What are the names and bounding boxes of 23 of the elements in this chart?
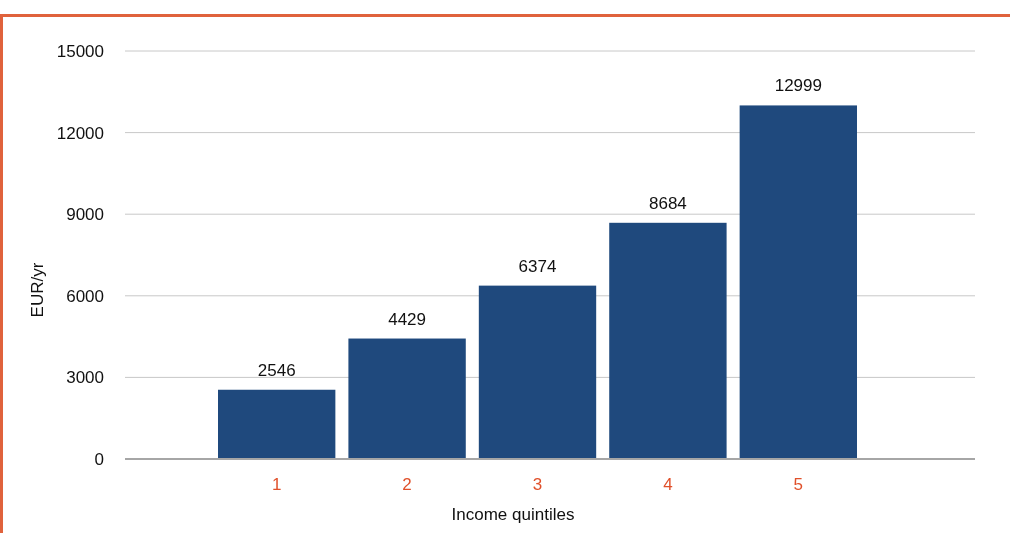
x-axis-title: Income quintiles — [451, 505, 575, 524]
data-label: 2546 — [257, 360, 296, 380]
y-tick-label: 12000 — [56, 123, 104, 143]
y-tick-label: 9000 — [66, 205, 104, 225]
x-tick-label: 1 — [271, 475, 282, 494]
x-tick-label: 3 — [532, 475, 543, 494]
data-label: 8684 — [648, 193, 687, 213]
x-tick-label: 2 — [402, 475, 412, 494]
y-tick-label: 6000 — [66, 286, 104, 306]
bar — [348, 338, 466, 459]
y-tick-label: 3000 — [66, 368, 104, 388]
bar — [609, 222, 727, 459]
x-tick-label: 4 — [663, 475, 673, 494]
bar — [739, 105, 857, 459]
bar — [218, 389, 336, 459]
data-label: 4429 — [388, 309, 427, 329]
data-label: 6374 — [518, 256, 557, 276]
x-tick-label: 5 — [793, 475, 804, 494]
y-tick-label: 0 — [94, 449, 104, 469]
bar — [478, 285, 597, 459]
data-label: 12999 — [774, 76, 822, 96]
y-axis-title: EUR/yr — [28, 262, 47, 318]
y-tick-label: 15000 — [56, 41, 104, 61]
